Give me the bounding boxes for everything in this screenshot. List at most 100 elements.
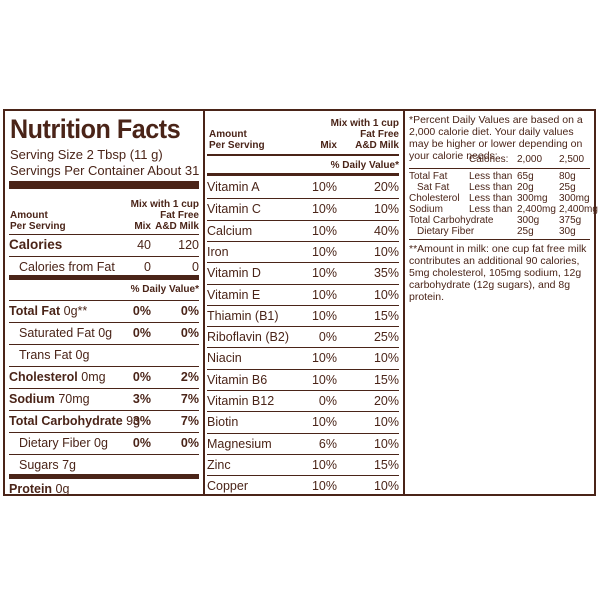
nutrient-label: Sodium 70mg [9, 392, 90, 406]
nutrient-row: Sodium 70mg 3% 7% [9, 388, 199, 409]
vitamin-row: Vitamin B12 0% 20% [207, 390, 399, 411]
nutrition-label: Nutrition Facts Serving Size 2 Tbsp (11 … [3, 109, 598, 496]
nutrient-mix-dv: 3% [132, 414, 151, 428]
vitamin-milk-dv: 35% [373, 266, 399, 281]
milk-header: Mix with 1 cup Fat Free A&D Milk [130, 199, 199, 232]
vitamin-row: Vitamin D 10% 35% [207, 262, 399, 283]
dv-divider-bottom [409, 239, 590, 240]
vitamin-label: Riboflavin (B2) [207, 330, 289, 345]
nutrient-row: Trans Fat 0g [9, 344, 199, 365]
vitamin-label: Vitamin A [207, 180, 260, 194]
footnote-column: *Percent Daily Values are based on a 2,0… [403, 111, 598, 494]
vitamin-mix-dv: 10% [311, 180, 337, 194]
vitamin-mix-dv: 10% [311, 244, 337, 259]
vitamin-milk-dv: 10% [373, 479, 399, 494]
vitamin-row: Copper 10% 10% [207, 475, 399, 496]
nutrient-label: Total Carbohydrate 9g [9, 414, 141, 428]
vitamin-label: Vitamin B12 [207, 394, 275, 408]
vitamin-milk-dv: 20% [373, 180, 399, 194]
vitamin-milk-dv: 25% [373, 330, 399, 345]
vitamin-row: Iron 10% 10% [207, 240, 399, 262]
vitamin-row: Zinc 10% 15% [207, 453, 399, 475]
nutrient-label: Cholesterol 0mg [9, 370, 106, 384]
nutrient-row: Sugars 7g [9, 454, 199, 475]
nutrient-milk-dv: 7% [180, 392, 199, 406]
vitamin-row: Vitamin A 10% 20% [207, 177, 399, 197]
nutrient-mix-dv: 0% [132, 370, 151, 384]
main-nutrient-column: Nutrition Facts Serving Size 2 Tbsp (11 … [5, 111, 205, 496]
vitamin-row: Magnesium 6% 10% [207, 432, 399, 454]
vitamin-column: Amount Per Serving Mix Mix with 1 cup Fat … [203, 111, 405, 494]
vitamin-milk-dv: 10% [373, 351, 399, 366]
vitamin-label: Vitamin E [207, 287, 261, 302]
nutrient-label: Total Fat 0g** [9, 304, 88, 318]
nutrient-milk-dv: 0% [180, 304, 199, 318]
vitamin-mix-dv: 0% [318, 394, 337, 408]
vitamin-label: Niacin [207, 351, 242, 366]
nutrient-row: Total Fat 0g** 0% 0% [9, 300, 199, 321]
header-divider-2 [207, 154, 399, 156]
dv-reference-row: Total Fat Less than 65g 80g [409, 171, 576, 182]
vitamin-milk-dv: 10% [373, 202, 399, 217]
vitamin-mix-dv: 0% [318, 330, 337, 345]
vitamin-mix-dv: 10% [311, 372, 337, 387]
vitamin-mix-dv: 10% [311, 479, 337, 494]
milk-header-2: Mix with 1 cup Fat Free A&D Milk [330, 118, 399, 151]
vitamin-label: Vitamin B6 [207, 372, 268, 387]
vitamin-mix-dv: 10% [311, 202, 337, 217]
nutrient-row: Dietary Fiber 0g 0% 0% [9, 432, 199, 453]
vitamin-mix-dv: 10% [311, 457, 337, 472]
vitamin-milk-dv: 15% [373, 372, 399, 387]
vitamin-milk-dv: 40% [373, 223, 399, 238]
dv-reference-row: Sodium Less than 2,400mg 2,400mg [409, 204, 598, 215]
nutrient-row: Cholesterol 0mg 0% 2% [9, 366, 199, 387]
vitamin-milk-dv: 15% [373, 308, 399, 323]
vitamin-mix-dv: 10% [311, 223, 337, 238]
vitamin-label: Biotin [207, 415, 239, 430]
dv-reference-row: Total Carbohydrate 300g 375g [409, 215, 582, 226]
vitamin-label: Calcium [207, 223, 253, 238]
nutrient-label: Saturated Fat 0g [19, 326, 113, 340]
vitamin-milk-dv: 10% [373, 244, 399, 259]
amount-header-2: Amount Per Serving [209, 129, 265, 151]
vitamin-milk-dv: 10% [373, 287, 399, 302]
nutrient-milk-dv: 0% [180, 436, 199, 450]
calories-from-fat-row: Calories from Fat 0 0 [9, 256, 199, 277]
thick-divider-2 [207, 173, 399, 176]
nutrient-label: Dietary Fiber 0g [19, 436, 108, 450]
nutrient-label: Sugars 7g [19, 458, 76, 472]
vitamin-milk-dv: 20% [373, 394, 399, 408]
dv-reference-row: Sat Fat Less than 20g 25g [417, 182, 576, 193]
vitamin-milk-dv: 10% [373, 436, 399, 451]
nutrient-label: Trans Fat 0g [19, 348, 90, 362]
nutrient-milk-dv: 0% [180, 326, 199, 340]
vitamin-label: Vitamin D [207, 266, 261, 281]
footnote-daily-values: *Percent Daily Values are based on a 2,0… [409, 114, 583, 162]
nutrient-row: Total Carbohydrate 9g 3% 7% [9, 410, 199, 431]
dv-divider [409, 168, 590, 169]
calories-row: Calories 40 120 [9, 234, 199, 255]
vitamin-row: Vitamin C 10% 10% [207, 198, 399, 219]
dv-reference-row: Cholesterol Less than 300mg 300mg [409, 193, 590, 204]
nutrient-mix-dv: 0% [132, 326, 151, 340]
servings-per-container: Servings Per Container About 31 [10, 163, 200, 178]
vitamin-row: Calcium 10% 40% [207, 219, 399, 241]
vitamin-mix-dv: 10% [311, 415, 337, 430]
thick-divider [9, 181, 199, 189]
vitamin-label: Iron [207, 244, 229, 259]
vitamin-mix-dv: 10% [311, 266, 337, 281]
footnote-milk: **Amount in milk: one cup fat free milk … [409, 243, 587, 303]
daily-value-header-2: % Daily Value* [330, 160, 399, 171]
dv-header: Calories: 2,000 2,500 [469, 154, 585, 165]
dv-reference-row: Dietary Fiber 25g 30g [417, 226, 576, 237]
vitamin-mix-dv: 10% [311, 351, 337, 366]
medium-divider [9, 275, 199, 280]
vitamin-row: Riboflavin (B2) 0% 25% [207, 326, 399, 347]
nutrient-label: Protein 0g [9, 482, 70, 496]
mix-header: Mix [134, 221, 151, 232]
nutrient-mix-dv: 0% [132, 304, 151, 318]
nutrient-milk-dv: 2% [180, 370, 199, 384]
vitamin-row: Niacin 10% 10% [207, 347, 399, 368]
vitamin-milk-dv: 15% [373, 457, 399, 472]
vitamin-mix-dv: 10% [311, 287, 337, 302]
